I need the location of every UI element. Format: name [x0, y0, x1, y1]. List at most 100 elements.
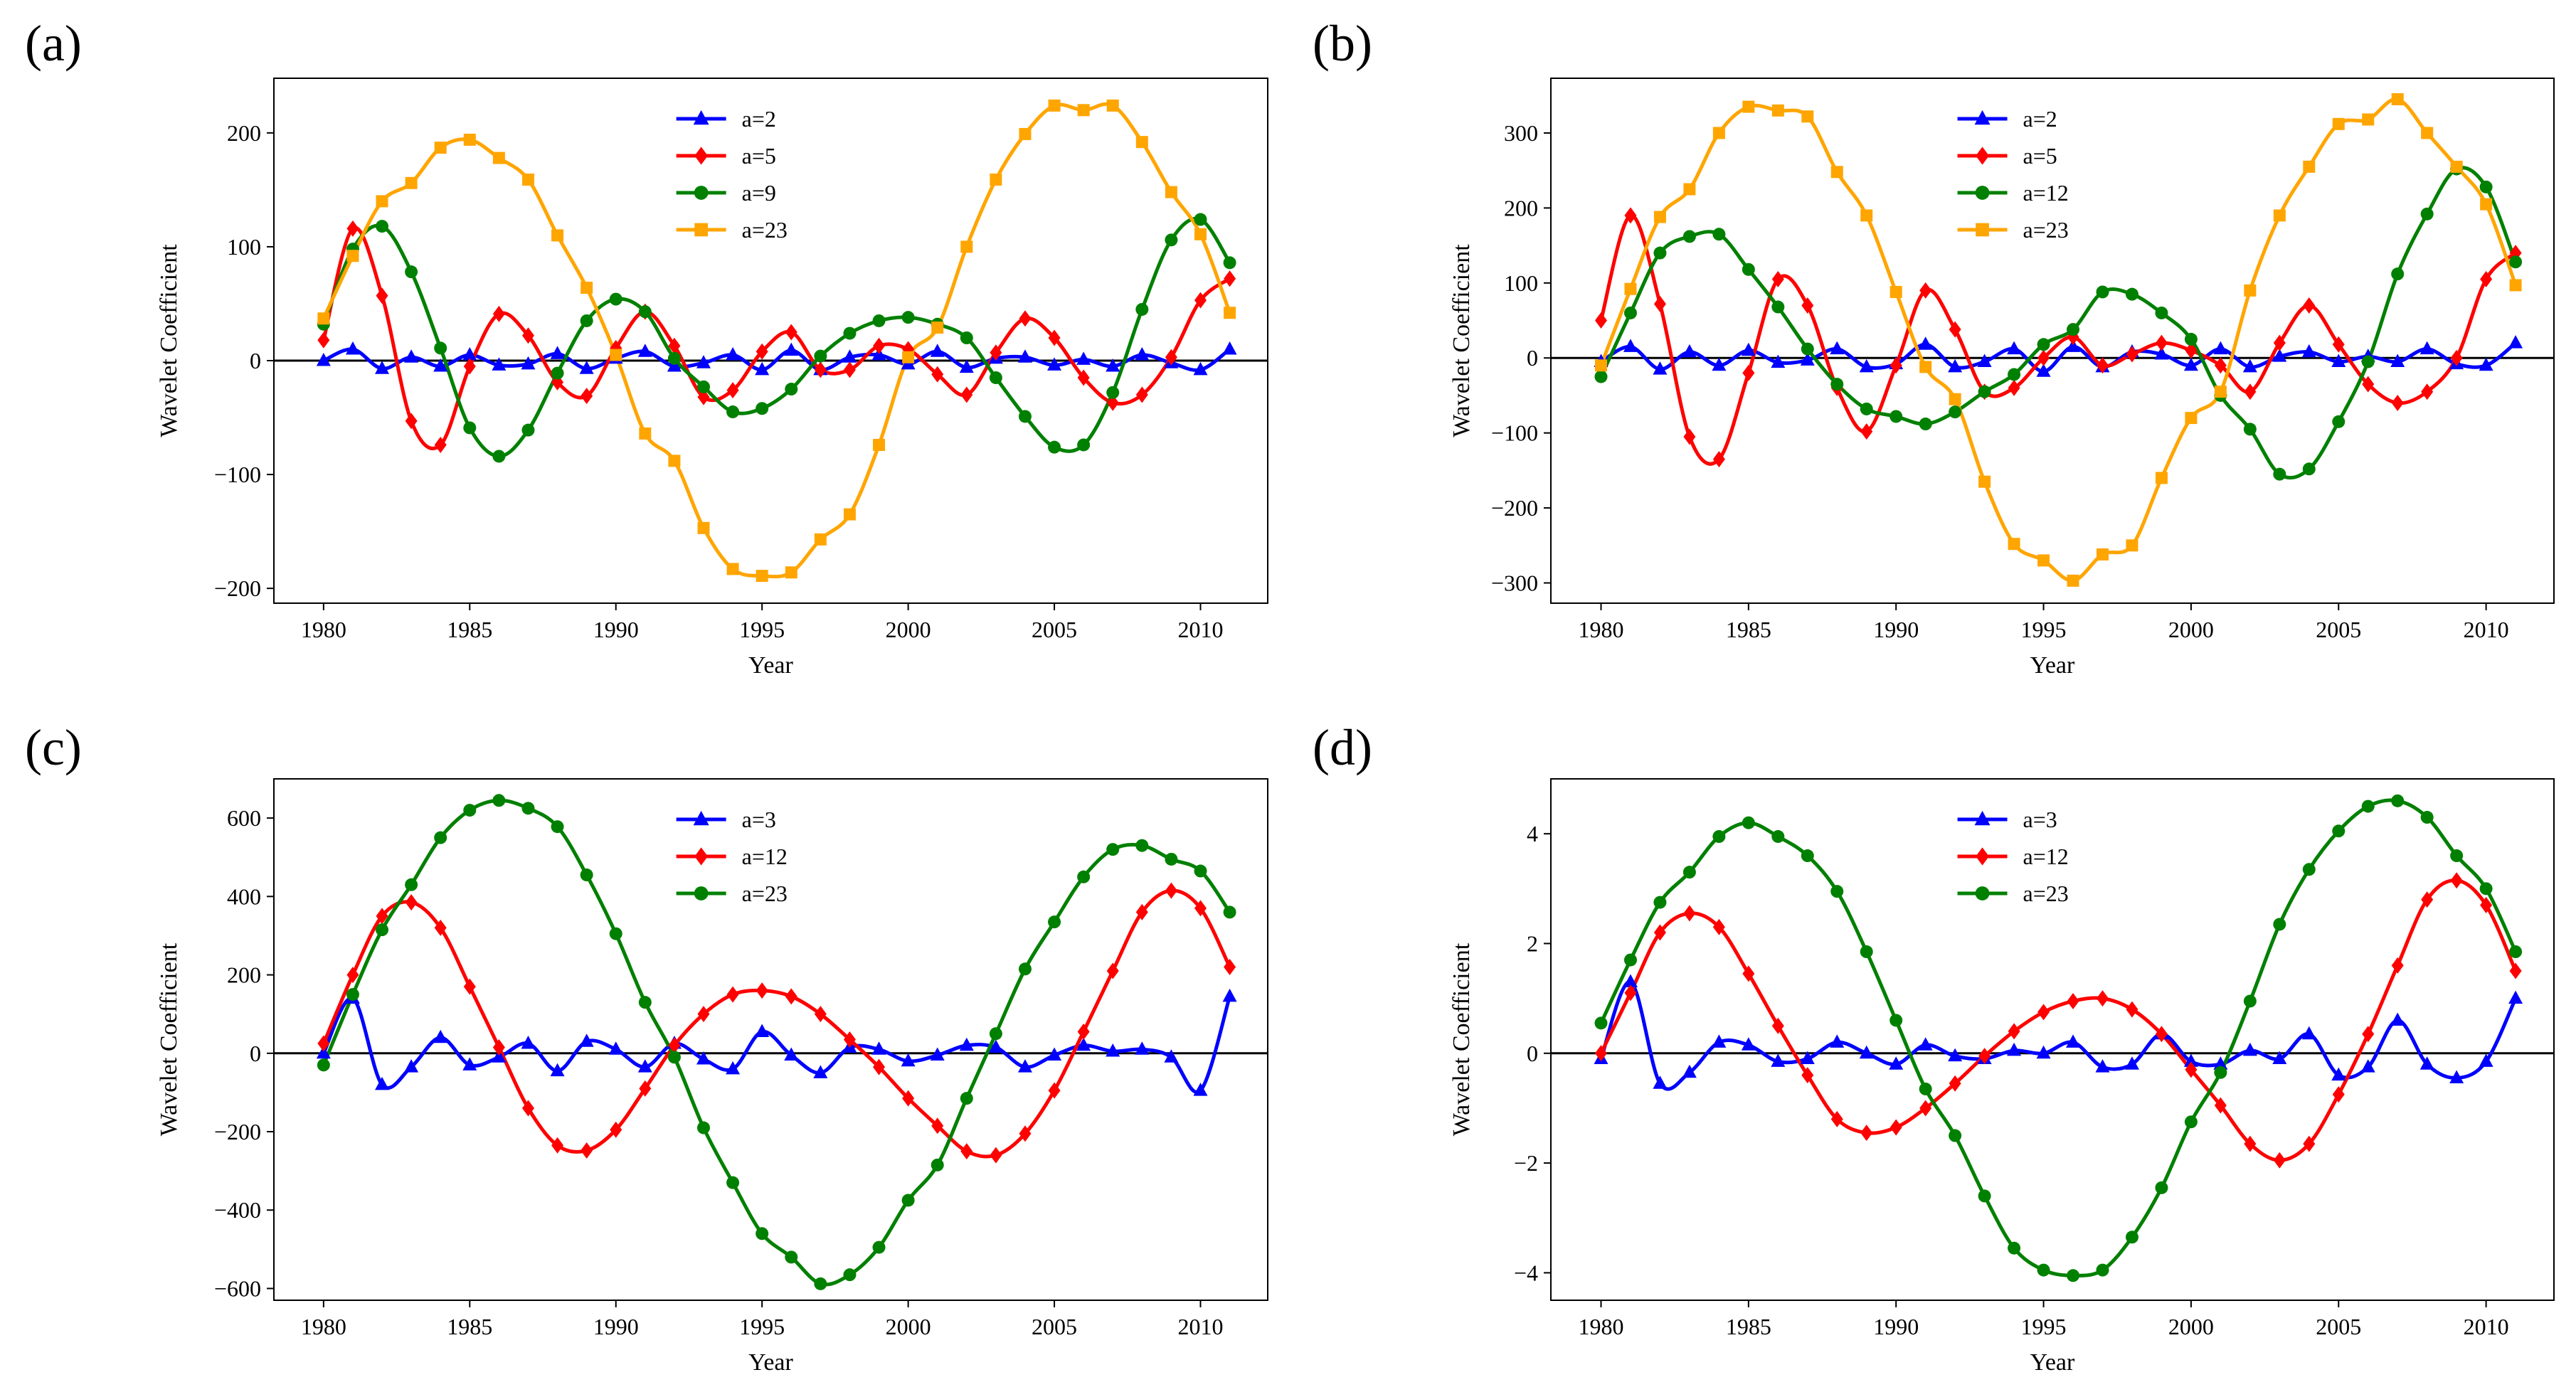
data-point — [2361, 799, 2375, 813]
data-point — [1048, 440, 1061, 454]
data-point — [1771, 830, 1785, 844]
data-point — [1048, 99, 1061, 112]
data-point — [405, 265, 418, 279]
data-point — [2331, 1067, 2346, 1081]
x-tick-label: 1980 — [301, 1314, 346, 1339]
data-point — [581, 388, 593, 405]
data-point — [756, 1227, 769, 1240]
data-point — [404, 1059, 419, 1073]
data-point — [930, 344, 945, 357]
data-point — [2360, 1059, 2375, 1073]
data-point — [2155, 1181, 2168, 1194]
data-point — [405, 413, 418, 430]
data-point — [2479, 357, 2493, 371]
data-point — [1018, 410, 1032, 423]
data-point — [1683, 428, 1696, 445]
x-axis-label: Year — [2030, 1349, 2075, 1376]
data-point — [1712, 228, 1726, 241]
data-point — [1859, 358, 1874, 373]
data-point — [2214, 357, 2227, 374]
y-tick-label: 100 — [1504, 270, 1538, 296]
data-point — [2008, 538, 2020, 551]
legend-label: a=12 — [2023, 180, 2069, 206]
data-point — [1165, 233, 1178, 247]
legend-marker — [1976, 147, 1989, 165]
data-point — [843, 361, 856, 378]
data-point — [1742, 364, 1755, 381]
data-point — [1918, 336, 1933, 350]
data-point — [2272, 1051, 2287, 1065]
y-axis-label: Wavelet Coefficient — [1448, 244, 1475, 437]
data-point — [317, 1058, 330, 1072]
data-point — [1919, 282, 1932, 299]
data-point — [2301, 1026, 2316, 1040]
data-point — [901, 1194, 915, 1207]
data-point — [2244, 284, 2257, 297]
data-point — [2479, 882, 2493, 896]
data-point — [2095, 1059, 2110, 1073]
data-point — [1194, 900, 1207, 917]
data-point — [2008, 1241, 2021, 1255]
legend-marker — [694, 847, 708, 866]
x-tick-label: 1980 — [1579, 617, 1624, 642]
data-point — [726, 405, 740, 419]
data-point — [1194, 864, 1207, 878]
data-point — [2421, 891, 2434, 908]
data-point — [2007, 1042, 2022, 1056]
data-point — [1595, 359, 1607, 372]
data-point — [2154, 346, 2169, 360]
data-point — [1801, 297, 1814, 314]
data-point — [1047, 357, 1062, 371]
data-point — [1741, 342, 1756, 356]
data-point — [521, 802, 535, 815]
data-point — [2008, 368, 2021, 381]
y-tick-label: −200 — [214, 1119, 261, 1144]
legend-label: a=12 — [742, 844, 788, 869]
data-point — [2037, 338, 2050, 351]
y-tick-label: −300 — [1491, 570, 1538, 596]
data-point — [1106, 386, 1120, 399]
data-point — [492, 794, 506, 807]
data-point — [639, 427, 652, 440]
data-point — [2332, 117, 2345, 130]
data-point — [990, 1147, 1002, 1164]
data-point — [2332, 1086, 2345, 1103]
data-point — [492, 305, 505, 322]
data-point — [1682, 866, 1696, 879]
x-tick-label: 1990 — [593, 1314, 639, 1339]
y-tick-label: −200 — [214, 575, 261, 601]
data-point — [2037, 1004, 2050, 1021]
data-point — [404, 349, 419, 363]
data-point — [2480, 271, 2493, 288]
data-point — [960, 240, 973, 253]
data-point — [2390, 1012, 2405, 1026]
data-point — [1623, 953, 1637, 967]
data-point — [1949, 393, 1961, 405]
data-point — [1860, 423, 1873, 440]
data-point — [2508, 990, 2523, 1004]
data-point — [1741, 1037, 1756, 1051]
x-axis-label: Year — [2030, 652, 2075, 679]
data-point — [375, 361, 390, 374]
legend-label: a=23 — [2023, 881, 2069, 906]
data-point — [1135, 136, 1148, 149]
data-point — [1830, 378, 1844, 391]
data-point — [726, 563, 739, 575]
y-tick-label: 200 — [1504, 195, 1538, 221]
data-point — [2450, 349, 2463, 366]
x-tick-label: 2005 — [2316, 1314, 2361, 1339]
data-point — [2155, 472, 2168, 484]
x-tick-label: 2000 — [886, 1314, 931, 1339]
legend-marker — [694, 886, 709, 900]
data-point — [1712, 357, 1727, 371]
data-point — [2213, 1056, 2228, 1070]
data-point — [1624, 207, 1637, 224]
x-axis-label: Year — [748, 652, 793, 679]
legend-label: a=2 — [742, 106, 776, 132]
y-tick-label: 100 — [227, 234, 261, 260]
data-point — [2332, 336, 2345, 353]
x-tick-label: 1980 — [301, 617, 346, 642]
data-point — [1742, 100, 1755, 113]
x-axis-label: Year — [748, 1349, 793, 1376]
data-point — [1224, 307, 1236, 319]
